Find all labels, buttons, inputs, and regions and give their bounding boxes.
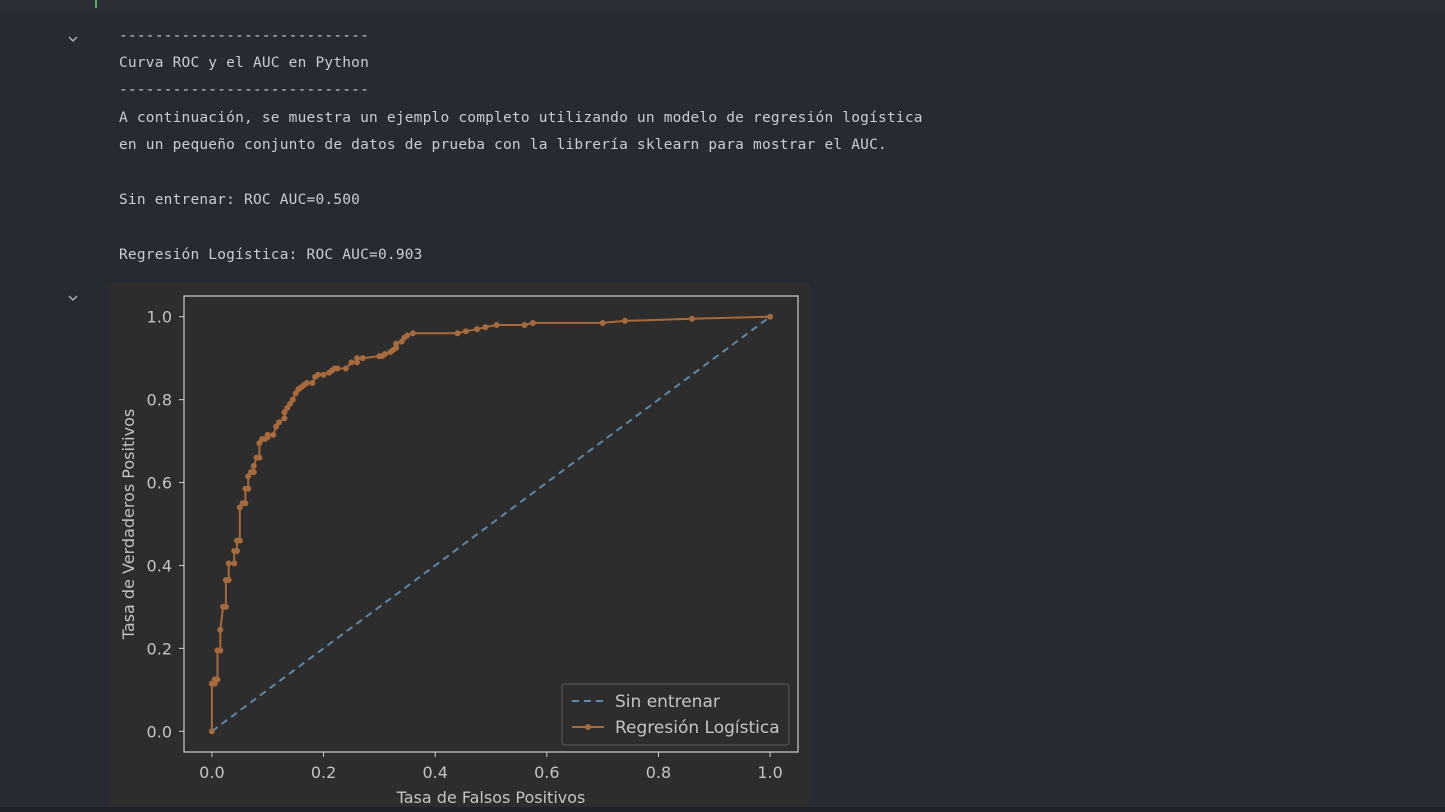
- output-separator-top: ----------------------------: [119, 28, 370, 44]
- editor-bottom-bar: [0, 807, 1445, 812]
- y-tick-label: 0.2: [147, 639, 172, 658]
- y-tick-label: 0.8: [147, 391, 172, 410]
- data-point: [275, 419, 282, 426]
- data-point: [231, 560, 238, 567]
- chevron-down-icon: [68, 295, 78, 302]
- data-point: [256, 454, 263, 461]
- x-tick-label: 0.6: [534, 763, 559, 782]
- y-tick-label: 0.6: [147, 474, 172, 493]
- x-tick-label: 0.8: [646, 763, 671, 782]
- x-tick-label: 0.0: [199, 763, 224, 782]
- x-axis-label: Tasa de Falsos Positivos: [396, 788, 586, 807]
- data-point: [250, 469, 257, 476]
- collapse-plot-button[interactable]: [66, 291, 80, 305]
- data-point: [245, 485, 252, 492]
- legend-label-sin-entrenar: Sin entrenar: [615, 692, 720, 712]
- data-point: [309, 380, 316, 387]
- data-point: [217, 647, 224, 654]
- data-point: [314, 371, 321, 378]
- data-point: [281, 415, 288, 422]
- data-point: [521, 322, 528, 329]
- y-tick-label: 1.0: [147, 308, 172, 327]
- text-cursor-marker: [95, 0, 97, 8]
- data-point: [767, 313, 774, 320]
- data-point: [404, 332, 411, 339]
- data-point: [354, 359, 361, 366]
- data-point: [393, 340, 400, 347]
- data-point: [599, 319, 606, 326]
- data-point: [393, 344, 400, 351]
- data-point: [381, 351, 388, 358]
- data-point: [320, 371, 327, 378]
- data-point: [225, 560, 232, 567]
- output-separator-bottom: ----------------------------: [119, 82, 370, 98]
- data-point: [688, 315, 695, 322]
- editor-top-bar: [0, 0, 1445, 11]
- data-point: [621, 317, 628, 324]
- legend-label-regresion-logistica: Regresión Logística: [615, 718, 780, 738]
- roc-plot-output: 0.0 0.2 0.4 0.6 0.8 1.0 0.0 0.2 0.4 0.6 0.8 1.0 Tasa…: [108, 283, 810, 807]
- data-point: [264, 431, 271, 438]
- data-point: [334, 365, 341, 372]
- series-line-sin-entrenar: [211, 315, 771, 733]
- output-heading: Curva ROC y el AUC en Python: [119, 55, 370, 71]
- data-point: [342, 365, 349, 372]
- y-tick-label: 0.4: [147, 556, 172, 575]
- x-tick-label: 0.4: [422, 763, 447, 782]
- legend-box: [561, 683, 790, 746]
- data-point: [234, 547, 241, 554]
- roc-chart: 0.0 0.2 0.4 0.6 0.8 1.0 0.0 0.2 0.4 0.6 0.8 1.0 Tasa…: [119, 295, 799, 807]
- data-point: [217, 626, 224, 633]
- output-description-line-2: en un pequeño conjunto de datos de prueb…: [119, 137, 887, 153]
- output-logistic-auc: Regresión Logística: ROC AUC=0.903: [119, 247, 423, 263]
- data-point: [359, 355, 366, 362]
- data-point: [225, 576, 232, 583]
- collapse-output-button[interactable]: [66, 32, 80, 46]
- data-point: [222, 603, 229, 610]
- data-point: [236, 537, 243, 544]
- data-point: [208, 728, 215, 735]
- y-tick-label: 0.0: [147, 722, 172, 741]
- data-point: [474, 326, 481, 333]
- data-point: [270, 431, 277, 438]
- data-point: [214, 676, 221, 683]
- data-point: [529, 319, 536, 326]
- x-tick-label: 0.2: [311, 763, 336, 782]
- output-no-skill-auc: Sin entrenar: ROC AUC=0.500: [119, 192, 361, 208]
- data-point: [462, 328, 469, 335]
- data-point: [303, 380, 310, 387]
- output-description-line-1: A continuación, se muestra un ejemplo co…: [119, 110, 923, 126]
- data-point: [409, 330, 416, 337]
- data-point: [354, 355, 361, 362]
- x-tick-label: 1.0: [757, 763, 782, 782]
- data-point: [348, 359, 355, 366]
- data-point: [482, 324, 489, 331]
- data-point: [289, 396, 296, 403]
- data-point: [242, 500, 249, 507]
- chevron-down-icon: [68, 36, 78, 43]
- legend-marker-regresion-logistica: [585, 724, 591, 730]
- y-axis-label: Tasa de Verdaderos Positivos: [119, 409, 138, 640]
- data-point: [493, 322, 500, 329]
- data-point: [250, 462, 257, 469]
- data-point: [454, 330, 461, 337]
